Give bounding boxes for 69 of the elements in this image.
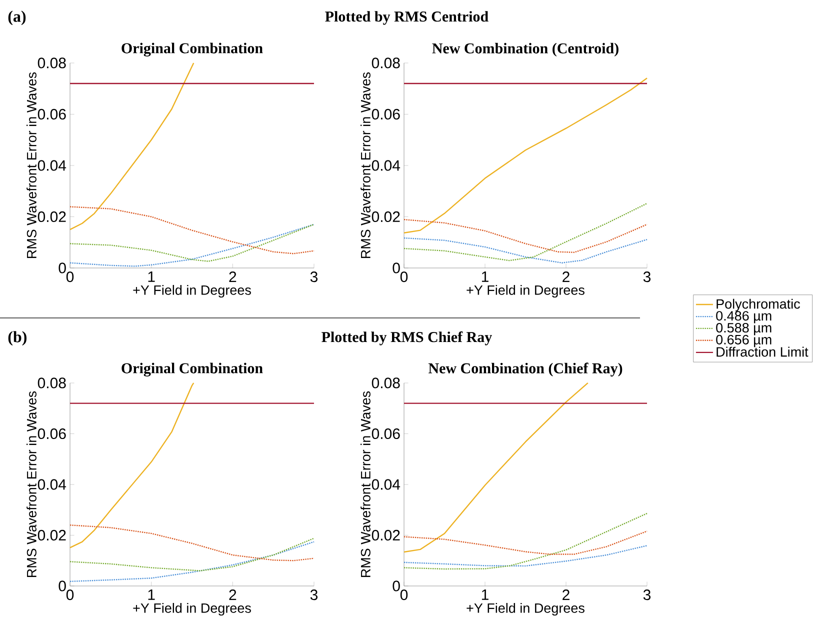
x-tick-label: 1 bbox=[482, 590, 488, 600]
line-series bbox=[69, 541, 315, 582]
text: (b) bbox=[8, 331, 26, 346]
line-series bbox=[69, 206, 315, 254]
y-tick-label: 0.06 bbox=[372, 428, 400, 440]
x-tick-label: 1 bbox=[148, 590, 155, 600]
x-tick-label: 0 bbox=[400, 272, 408, 282]
line-series bbox=[69, 524, 315, 562]
chart-title: New Combination (Centroid) bbox=[432, 42, 618, 56]
y-tick-label: 0.02 bbox=[372, 530, 400, 541]
y-tick-label: 0.06 bbox=[38, 108, 66, 120]
y-tick-label: 0.04 bbox=[372, 160, 400, 171]
line-series bbox=[403, 530, 648, 555]
x-tick-label: 3 bbox=[310, 272, 318, 282]
x-tick-label: 3 bbox=[643, 590, 651, 600]
x-axis-title: +Y Field in Degrees bbox=[466, 602, 584, 616]
text: (a) bbox=[8, 10, 26, 26]
x-tick-label: 0 bbox=[400, 590, 408, 600]
y-axis-title: RMS Wavefront Error in Waves bbox=[26, 391, 36, 578]
y-tick-label: 0 bbox=[392, 262, 400, 274]
y-tick-label: 0.04 bbox=[38, 160, 66, 171]
y-tick-label: 0.02 bbox=[38, 211, 66, 222]
x-tick-label: 1 bbox=[148, 272, 155, 282]
line-series bbox=[69, 538, 315, 572]
line-series bbox=[69, 382, 194, 548]
chart-title: New Combination (Chief Ray) bbox=[428, 362, 622, 376]
y-axis-title: RMS Wavefront Error in Waves bbox=[360, 72, 370, 258]
y-tick-label: 0 bbox=[392, 580, 400, 592]
y-tick-label: 0.04 bbox=[38, 479, 66, 490]
y-tick-label: 0 bbox=[58, 262, 66, 274]
line-series bbox=[403, 382, 588, 553]
line-series bbox=[403, 202, 648, 262]
x-tick-label: 2 bbox=[562, 590, 570, 600]
legend-label: 0.486 µm bbox=[716, 311, 772, 324]
x-tick-label: 1 bbox=[482, 272, 488, 282]
x-tick-label: 3 bbox=[643, 272, 651, 282]
line-series bbox=[403, 237, 648, 264]
x-axis-title: +Y Field in Degrees bbox=[466, 284, 584, 298]
legend-label: 0.656 µm bbox=[716, 334, 772, 348]
line-series bbox=[403, 218, 648, 253]
y-tick-label: 0.06 bbox=[372, 108, 400, 120]
x-axis-title: +Y Field in Degrees bbox=[133, 284, 251, 298]
x-axis-title: +Y Field in Degrees bbox=[133, 602, 251, 616]
y-tick-label: 0.02 bbox=[38, 530, 66, 541]
line-series bbox=[403, 78, 648, 234]
y-tick-label: 0.02 bbox=[372, 211, 400, 222]
legend-label: 0.588 µm bbox=[716, 323, 772, 336]
y-tick-label: 0.08 bbox=[372, 58, 400, 68]
y-tick-label: 0.04 bbox=[372, 479, 400, 490]
x-tick-label: 0 bbox=[66, 272, 74, 282]
y-tick-label: 0.06 bbox=[38, 428, 66, 440]
y-axis-title: RMS Wavefront Error in Waves bbox=[360, 391, 370, 578]
x-tick-label: 2 bbox=[229, 272, 236, 282]
text: Plotted by RMS Chief Ray bbox=[322, 331, 492, 346]
y-axis-title: RMS Wavefront Error in Waves bbox=[26, 72, 36, 258]
x-tick-label: 3 bbox=[310, 590, 318, 600]
legend-label: Polychromatic bbox=[716, 298, 800, 312]
chart-title: Original Combination bbox=[122, 42, 263, 56]
y-tick-label: 0.08 bbox=[38, 58, 66, 68]
x-tick-label: 2 bbox=[562, 272, 570, 282]
y-tick-label: 0.08 bbox=[38, 378, 66, 388]
text: Plotted by RMS Centriod bbox=[325, 11, 488, 25]
x-tick-label: 0 bbox=[66, 590, 74, 600]
y-tick-label: 0 bbox=[58, 580, 66, 592]
line-series bbox=[403, 545, 648, 567]
chart-title: Original Combination bbox=[122, 362, 263, 376]
x-tick-label: 2 bbox=[229, 590, 236, 600]
y-tick-label: 0.08 bbox=[372, 378, 400, 388]
legend-label: Diffraction Limit bbox=[716, 346, 808, 357]
